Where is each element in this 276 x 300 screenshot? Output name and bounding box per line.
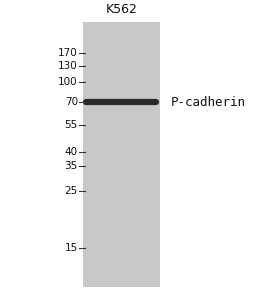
Text: 170: 170 [58, 48, 78, 58]
Text: 100: 100 [58, 77, 78, 87]
Text: 25: 25 [65, 186, 78, 196]
Text: P-cadherin: P-cadherin [171, 96, 246, 109]
Text: 55: 55 [65, 120, 78, 130]
Text: K562: K562 [106, 3, 137, 16]
Text: 35: 35 [65, 161, 78, 171]
Text: 130: 130 [58, 61, 78, 71]
FancyBboxPatch shape [83, 22, 160, 287]
Text: 40: 40 [65, 147, 78, 157]
Text: 70: 70 [65, 97, 78, 107]
Text: 15: 15 [65, 243, 78, 253]
